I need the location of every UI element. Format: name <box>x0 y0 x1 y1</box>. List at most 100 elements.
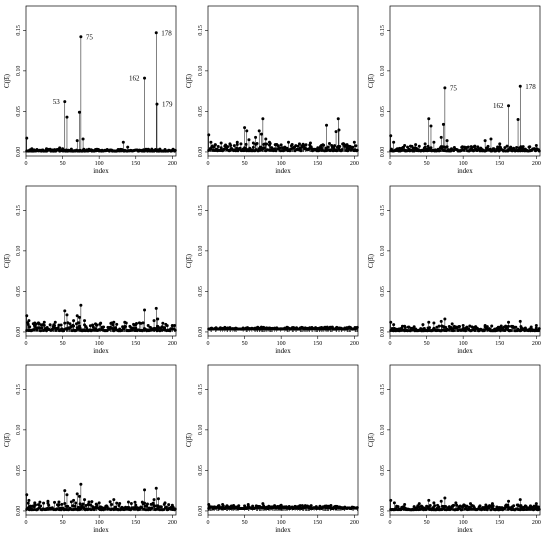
data-point <box>90 500 94 504</box>
x-tick-label: 50 <box>60 161 66 167</box>
data-point <box>235 140 239 144</box>
data-point <box>39 329 43 333</box>
x-tick-label: 100 <box>459 161 468 167</box>
x-axis-label: index <box>457 526 473 534</box>
chart-panel-1: 0 50 100 150 200 0.00 0.05 0.10 0.15 index C(β̂ᵢ) 5… <box>0 0 183 180</box>
data-point <box>518 319 522 323</box>
data-point <box>427 320 431 324</box>
data-point <box>529 325 533 329</box>
x-tick-label: 50 <box>242 341 248 347</box>
data-point <box>228 142 232 146</box>
y-tick-label: 0.10 <box>198 425 204 436</box>
data-point <box>458 325 462 329</box>
data-point <box>46 499 50 503</box>
y-tick-label: 0.10 <box>380 246 386 257</box>
x-tick-label: 200 <box>168 161 177 167</box>
data-point <box>170 503 174 507</box>
data-point <box>83 498 87 502</box>
y-tick-label: 0.00 <box>198 147 204 158</box>
data-point <box>118 502 122 506</box>
data-point <box>278 146 282 150</box>
data-point <box>255 141 259 145</box>
y-axis-label: C(β̂ᵢ) <box>185 73 193 88</box>
plot-frame <box>25 5 177 157</box>
data-point <box>251 141 255 145</box>
plot-frame <box>25 364 177 516</box>
data-point <box>329 504 333 508</box>
data-point <box>156 317 160 321</box>
plot-frame <box>207 185 359 337</box>
data-point <box>245 129 249 133</box>
y-tick-label: 0.00 <box>198 506 204 516</box>
x-tick-label: 0 <box>389 161 392 167</box>
x-tick-label: 0 <box>389 341 392 347</box>
chart-panel-5: 0 50 100 150 200 0.00 0.05 0.10 0.15 index C(β̂ᵢ) <box>182 180 365 360</box>
data-point <box>221 502 225 506</box>
data-point <box>111 323 115 327</box>
x-tick-label: 150 <box>131 520 140 526</box>
y-axis-label: C(β̂ᵢ) <box>3 432 11 447</box>
data-point <box>244 142 248 146</box>
data-point <box>308 141 312 145</box>
data-point <box>30 147 34 151</box>
data-point <box>518 498 522 502</box>
data-point <box>26 501 30 505</box>
y-axis-label: C(β̂ᵢ) <box>185 432 193 447</box>
data-point <box>432 321 436 325</box>
x-tick-label: 150 <box>495 520 504 526</box>
data-point <box>309 504 313 508</box>
data-point <box>27 319 31 323</box>
data-point <box>77 494 81 498</box>
point-annotation: 53 <box>53 98 61 106</box>
data-point <box>56 326 60 330</box>
data-point <box>454 501 458 505</box>
y-tick-label: 0.15 <box>380 384 386 395</box>
data-point <box>537 507 541 511</box>
data-point <box>154 306 158 310</box>
data-point <box>345 143 349 147</box>
y-tick-label: 0.00 <box>16 147 22 158</box>
data-point <box>427 117 431 121</box>
x-tick-label: 150 <box>495 341 504 347</box>
chart-svg-4: 0 50 100 150 200 0.00 0.05 0.10 0.15 index C(β̂ᵢ) <box>3 185 177 355</box>
data-point <box>170 323 174 327</box>
y-tick-label: 0.15 <box>380 25 386 36</box>
data-point <box>102 325 106 329</box>
data-point <box>165 324 169 328</box>
data-point <box>443 317 447 321</box>
data-point <box>452 329 456 333</box>
y-tick-label: 0.15 <box>198 25 204 36</box>
x-tick-label: 200 <box>168 341 177 347</box>
data-point <box>389 134 393 138</box>
data-point <box>152 319 156 323</box>
plot-frame <box>207 5 359 157</box>
data-point <box>212 145 216 149</box>
data-point <box>354 144 358 148</box>
x-tick-label: 0 <box>25 341 28 347</box>
data-point <box>403 143 407 147</box>
x-tick-label: 50 <box>242 161 248 167</box>
x-tick-label: 100 <box>95 520 104 526</box>
data-point <box>246 502 250 506</box>
data-point <box>108 500 112 504</box>
chart-panel-7: 0 50 100 150 200 0.00 0.05 0.10 0.15 index C(β̂ᵢ) <box>0 359 183 539</box>
chart-svg-2: 0 50 100 150 200 0.00 0.05 0.10 0.15 index C(β̂ᵢ) <box>185 5 359 175</box>
data-point <box>38 500 42 504</box>
data-point <box>438 149 442 153</box>
x-tick-label: 50 <box>424 520 430 526</box>
data-point <box>81 502 85 506</box>
y-axis-label: C(β̂ᵢ) <box>367 73 375 88</box>
data-point <box>439 319 443 323</box>
data-point <box>407 325 411 329</box>
data-point <box>79 303 83 307</box>
data-point <box>537 149 541 153</box>
y-tick-label: 0.10 <box>198 66 204 77</box>
data-point <box>319 143 323 147</box>
data-point <box>26 322 30 326</box>
data-point <box>427 498 431 502</box>
data-point <box>87 500 91 504</box>
data-point <box>50 327 54 331</box>
x-tick-label: 100 <box>277 161 286 167</box>
data-point <box>150 506 154 510</box>
